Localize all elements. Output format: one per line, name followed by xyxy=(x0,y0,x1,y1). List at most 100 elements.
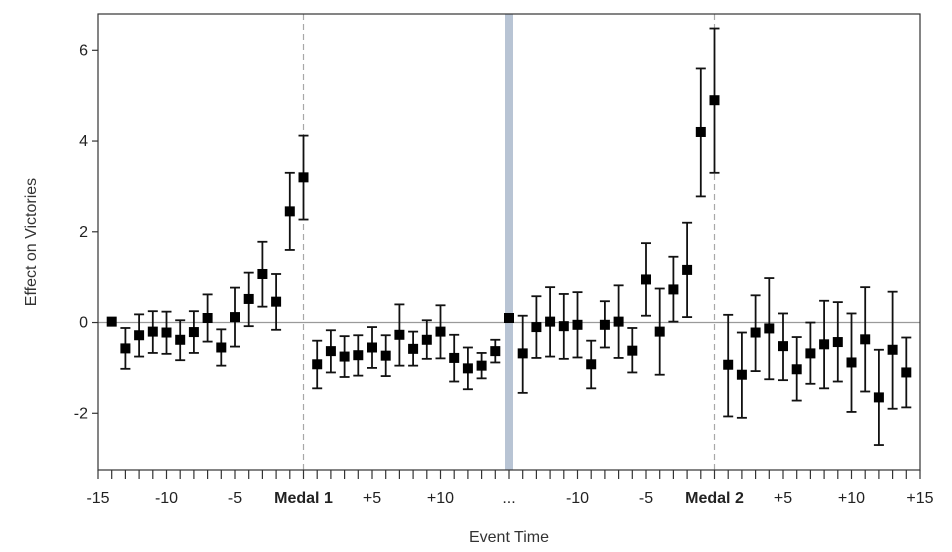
point-marker xyxy=(682,264,693,275)
point-marker xyxy=(572,319,583,330)
point-marker xyxy=(120,343,131,354)
data-point xyxy=(120,327,131,370)
point-marker xyxy=(832,337,843,348)
point-marker xyxy=(367,342,377,353)
data-point xyxy=(188,310,199,354)
data-point xyxy=(476,352,487,380)
point-marker xyxy=(449,352,460,363)
x-tick-label: -5 xyxy=(228,490,242,507)
point-marker xyxy=(298,172,309,183)
point-marker xyxy=(860,334,871,345)
point-marker xyxy=(668,284,679,295)
point-marker xyxy=(887,344,898,355)
point-marker xyxy=(216,342,227,353)
x-axis-title: Event Time xyxy=(469,529,549,546)
data-point xyxy=(504,313,514,323)
data-point xyxy=(682,221,693,318)
data-point xyxy=(736,331,747,419)
point-marker xyxy=(805,348,816,359)
x-axis: -15 -10 -5 Medal 1 +5 +10... -10 -5 Medal 2 +5 +10… xyxy=(86,470,934,507)
x-tick-label: +10 xyxy=(427,490,454,507)
data-point xyxy=(175,319,186,362)
plot-background-layer xyxy=(505,14,513,470)
data-point xyxy=(216,328,227,367)
data-point xyxy=(353,334,364,377)
data-point xyxy=(230,286,240,348)
data-point xyxy=(517,314,528,394)
data-point xyxy=(668,255,679,323)
x-tick-label: Medal 2 xyxy=(685,490,744,507)
point-marker xyxy=(627,345,638,356)
y-tick-label: -2 xyxy=(74,405,88,422)
data-point xyxy=(586,339,597,390)
point-marker xyxy=(325,346,336,357)
point-marker xyxy=(353,350,364,361)
data-point xyxy=(147,310,158,354)
data-point xyxy=(490,338,501,364)
data-point xyxy=(873,348,884,446)
data-point xyxy=(545,286,556,358)
point-marker xyxy=(901,367,912,378)
point-marker xyxy=(599,319,610,330)
x-tick-label: -5 xyxy=(639,490,653,507)
data-point xyxy=(284,171,295,251)
x-tick-label: Medal 1 xyxy=(274,490,333,507)
x-tick-label: ... xyxy=(502,490,515,507)
data-point xyxy=(846,312,857,413)
data-point xyxy=(805,321,816,385)
data-point xyxy=(791,336,802,402)
x-tick-label: +5 xyxy=(363,490,381,507)
data-point xyxy=(367,326,377,369)
data-point xyxy=(654,287,665,376)
point-marker xyxy=(517,348,528,359)
data-point xyxy=(695,67,706,198)
data-point xyxy=(901,336,912,409)
data-point xyxy=(161,310,172,355)
data-point xyxy=(558,293,569,360)
y-axis: 6 4 2 0 -2 xyxy=(74,42,98,422)
data-point xyxy=(531,295,542,359)
point-marker xyxy=(504,313,514,323)
point-marker xyxy=(106,316,117,327)
y-tick-label: 4 xyxy=(79,133,88,150)
x-tick-label: +10 xyxy=(838,490,865,507)
point-marker xyxy=(462,363,473,374)
data-point xyxy=(380,334,391,377)
point-marker xyxy=(230,312,240,323)
data-point xyxy=(723,313,734,418)
point-marker xyxy=(161,327,172,338)
point-marker xyxy=(257,268,268,279)
data-point xyxy=(819,299,830,390)
point-marker xyxy=(147,326,158,337)
y-tick-label: 6 xyxy=(79,42,88,59)
point-marker xyxy=(421,334,432,345)
data-point xyxy=(408,330,419,367)
data-point xyxy=(627,327,638,374)
point-marker xyxy=(750,327,761,338)
point-marker xyxy=(819,339,830,350)
y-axis-title: Effect on Victories xyxy=(23,178,40,306)
point-marker xyxy=(312,359,323,370)
point-marker xyxy=(339,351,350,362)
point-marker xyxy=(791,364,802,375)
point-marker xyxy=(586,359,597,370)
point-marker xyxy=(613,316,624,327)
break-band xyxy=(505,14,513,470)
point-marker xyxy=(736,369,747,380)
data-point xyxy=(312,339,323,390)
data-point xyxy=(134,313,145,358)
point-marker xyxy=(654,326,665,337)
data-point xyxy=(778,312,788,382)
data-point xyxy=(325,329,336,374)
data-point xyxy=(764,277,775,381)
y-tick-label: 2 xyxy=(79,224,88,241)
x-tick-label: +5 xyxy=(774,490,792,507)
x-tick-label: -15 xyxy=(86,490,109,507)
data-point xyxy=(750,294,761,372)
data-point xyxy=(449,333,460,383)
data-point xyxy=(271,273,282,331)
point-marker xyxy=(531,322,542,333)
point-marker xyxy=(394,329,405,340)
point-marker xyxy=(723,359,734,370)
point-marker xyxy=(243,293,254,304)
